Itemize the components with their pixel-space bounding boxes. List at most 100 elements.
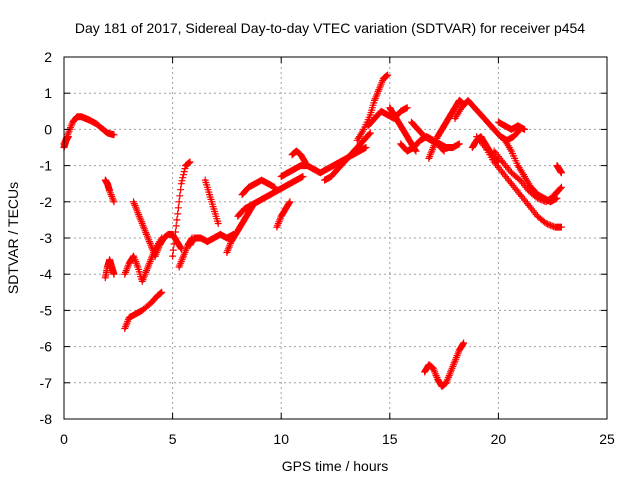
- data-point: [386, 73, 389, 77]
- data-point: [284, 207, 287, 211]
- data-point: [280, 175, 283, 178]
- x-tick-label: 0: [60, 431, 68, 447]
- data-point: [67, 135, 70, 138]
- data-point: [479, 135, 483, 138]
- y-axis-label: SDTVAR / TECUs: [5, 182, 21, 294]
- series-arc-32: [494, 118, 528, 133]
- x-axis: 0 5 10 15 20 25: [60, 57, 615, 447]
- data-point: [432, 146, 435, 149]
- chart-title: Day 181 of 2017, Sidereal Day-to-day VTE…: [75, 20, 585, 36]
- data-point: [323, 178, 326, 182]
- data-point: [369, 113, 372, 117]
- data-point: [512, 135, 515, 138]
- data-point: [162, 236, 166, 240]
- data-point: [432, 367, 435, 370]
- data-point: [106, 265, 109, 269]
- x-tick-label: 5: [169, 431, 177, 447]
- data-point: [132, 254, 135, 258]
- data-point: [306, 164, 309, 167]
- y-tick-label: -4: [40, 266, 53, 282]
- data-point: [529, 186, 533, 189]
- series-arc-29: [473, 133, 565, 231]
- data-point: [136, 265, 140, 269]
- y-tick-label: -2: [40, 194, 53, 210]
- data-points: [60, 71, 565, 390]
- data-point: [301, 175, 305, 178]
- data-point: [460, 106, 463, 109]
- data-point: [219, 233, 222, 236]
- data-point: [518, 178, 522, 182]
- data-point: [555, 164, 559, 167]
- data-point: [71, 120, 74, 124]
- data-point: [542, 196, 546, 200]
- data-point: [453, 359, 457, 363]
- data-point: [414, 149, 418, 153]
- data-point: [275, 189, 279, 193]
- series-arc-09: [169, 158, 194, 260]
- data-point: [110, 265, 113, 269]
- data-point: [262, 196, 266, 200]
- data-point: [132, 200, 135, 203]
- data-point: [536, 193, 539, 196]
- series-arc-25: [425, 96, 468, 162]
- series-arc-13: [223, 201, 257, 256]
- data-point: [492, 149, 496, 153]
- data-point: [206, 240, 209, 243]
- data-point: [453, 106, 457, 109]
- data-point: [234, 233, 237, 236]
- data-point: [442, 149, 446, 153]
- data-point: [247, 211, 250, 214]
- data-point: [473, 106, 476, 109]
- data-point: [445, 381, 448, 384]
- data-point: [145, 269, 148, 272]
- data-point: [501, 160, 504, 164]
- data-point: [295, 149, 298, 153]
- data-point: [453, 117, 457, 120]
- data-point: [175, 218, 179, 222]
- data-point: [225, 236, 229, 240]
- data-point: [177, 265, 181, 269]
- data-point: [369, 131, 372, 135]
- data-point: [106, 131, 109, 135]
- series-arc-18: [288, 147, 309, 166]
- data-point: [247, 186, 250, 189]
- data-point: [212, 236, 216, 240]
- data-point: [225, 251, 229, 254]
- data-point: [392, 113, 396, 117]
- data-point: [536, 215, 539, 218]
- data-point: [171, 254, 174, 258]
- data-point: [560, 171, 563, 175]
- data-point: [377, 88, 381, 91]
- data-point: [193, 236, 196, 240]
- data-point: [123, 273, 127, 276]
- data-point: [112, 200, 116, 203]
- data-point: [518, 193, 522, 196]
- data-point: [445, 120, 448, 124]
- data-point: [349, 153, 352, 156]
- data-point: [440, 385, 444, 388]
- data-point: [358, 149, 361, 153]
- series-arc-15: [238, 176, 279, 199]
- series-arc-03: [101, 176, 118, 206]
- data-point: [266, 182, 270, 185]
- data-point: [555, 196, 559, 200]
- data-point: [458, 349, 461, 352]
- data-point: [253, 182, 257, 185]
- data-point: [449, 370, 452, 374]
- data-point: [112, 133, 116, 137]
- data-point: [149, 258, 153, 261]
- data-point: [160, 291, 163, 294]
- data-point: [427, 157, 431, 160]
- data-point: [84, 117, 87, 120]
- data-point: [342, 160, 346, 164]
- data-point: [558, 168, 561, 171]
- data-point: [240, 193, 244, 196]
- series-arc-16: [273, 198, 294, 231]
- y-tick-label: -8: [40, 411, 53, 427]
- data-point: [299, 153, 302, 156]
- x-axis-label: GPS time / hours: [282, 458, 389, 474]
- data-point: [180, 247, 183, 251]
- data-point: [149, 301, 153, 305]
- series-arc-04: [101, 256, 118, 282]
